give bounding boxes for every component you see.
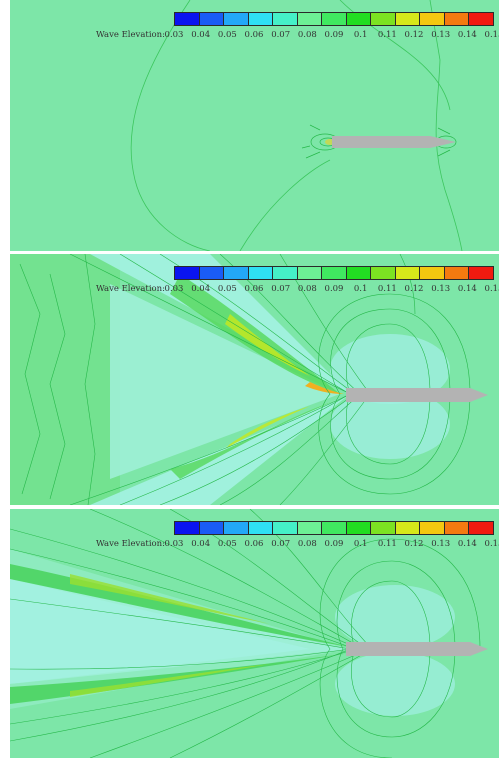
colorbar-swatch (224, 13, 249, 25)
colorbar-ticks: 0.03 0.04 0.05 0.06 0.07 0.08 0.09 0.1 0.11 0.12 0… (164, 539, 499, 551)
colorbar-swatch (273, 267, 298, 279)
colorbar-swatch (224, 267, 249, 279)
colorbar-tick-label: 0.04 (191, 30, 211, 40)
colorbar-tick-label: 0.07 (271, 30, 291, 40)
ship-hull (346, 642, 488, 656)
colorbar-swatch (224, 522, 249, 534)
contour-plot-3 (10, 509, 499, 758)
colorbar-tick-label: 0.09 (324, 30, 344, 40)
colorbar-swatch (322, 13, 347, 25)
colorbar-tick-label: 0.04 (191, 284, 211, 294)
colorbar-tick-label: 0.08 (297, 539, 317, 549)
colorbar-swatch (444, 13, 470, 25)
colorbar-swatch (395, 267, 421, 279)
colorbar-swatch (322, 522, 347, 534)
colorbar-tick-label: 0.15 (484, 30, 499, 40)
colorbar-swatch (371, 522, 396, 534)
colorbar-swatch (346, 522, 372, 534)
colorbar-tick-label: 0.1 (353, 30, 368, 40)
colorbar-swatch (297, 267, 323, 279)
contour-plot-1 (10, 0, 499, 251)
colorbar-tick-label: 0.1 (353, 284, 368, 294)
colorbar (174, 521, 494, 535)
colorbar-tick-label: 0.12 (404, 30, 424, 40)
colorbar-tick-label: 0.07 (271, 539, 291, 549)
colorbar-ticks: 0.03 0.04 0.05 0.06 0.07 0.08 0.09 0.1 0.11 0.12 0… (164, 30, 499, 42)
colorbar-swatch (273, 13, 298, 25)
colorbar-swatch (322, 267, 347, 279)
ship-hull (346, 388, 488, 402)
legend-title: Wave Elevation: (96, 284, 166, 294)
colorbar-swatch (395, 522, 421, 534)
colorbar-tick-label: 0.06 (244, 30, 264, 40)
colorbar-tick-label: 0.13 (431, 30, 451, 40)
colorbar-tick-label: 0.13 (431, 284, 451, 294)
colorbar-swatch (371, 267, 396, 279)
colorbar (174, 12, 494, 26)
colorbar-swatch (444, 522, 470, 534)
colorbar-swatch (175, 522, 200, 534)
colorbar-swatch (395, 13, 421, 25)
colorbar-tick-label: 0.12 (404, 539, 424, 549)
colorbar (174, 266, 494, 280)
colorbar-swatch (346, 13, 372, 25)
colorbar-swatch (346, 267, 372, 279)
colorbar-legend-2: Wave Elevation: 0.03 0.04 0.05 0.06 0.07 0.08… (10, 264, 499, 296)
colorbar-tick-label: 0.06 (244, 539, 264, 549)
colorbar-swatch (297, 13, 323, 25)
colorbar-swatch (175, 267, 200, 279)
colorbar-swatch (248, 522, 274, 534)
legend-title: Wave Elevation: (96, 539, 166, 549)
contour-panel-2: Wave Elevation: 0.03 0.04 0.05 0.06 0.07 0.08… (10, 254, 499, 505)
colorbar-tick-label: 0.15 (484, 539, 499, 549)
colorbar-swatch (371, 13, 396, 25)
colorbar-tick-label: 0.11 (377, 30, 397, 40)
colorbar-tick-label: 0.08 (297, 284, 317, 294)
colorbar-tick-label: 0.15 (484, 284, 499, 294)
colorbar-swatch (444, 267, 470, 279)
colorbar-tick-label: 0.12 (404, 284, 424, 294)
colorbar-tick-label: 0.06 (244, 284, 264, 294)
colorbar-tick-label: 0.11 (377, 539, 397, 549)
colorbar-tick-label: 0.13 (431, 539, 451, 549)
colorbar-swatch (248, 13, 274, 25)
colorbar-tick-label: 0.05 (217, 284, 237, 294)
colorbar-swatch (420, 13, 445, 25)
colorbar-tick-label: 0.11 (377, 284, 397, 294)
colorbar-tick-label: 0.09 (324, 284, 344, 294)
colorbar-legend-1: Wave Elevation: 0.03 0.04 0.05 0.06 0.07 0.08… (10, 10, 499, 42)
colorbar-swatch (199, 13, 225, 25)
colorbar-swatch (273, 522, 298, 534)
contour-panel-1: Wave Elevation: 0.03 0.04 0.05 0.06 0.07 0.08… (10, 0, 499, 251)
colorbar-tick-label: 0.03 (164, 284, 184, 294)
colorbar-swatch (175, 13, 200, 25)
colorbar-tick-label: 0.04 (191, 539, 211, 549)
colorbar-swatch (297, 522, 323, 534)
contour-panel-3: Wave Elevation: 0.03 0.04 0.05 0.06 0.07 0.08… (10, 509, 499, 758)
colorbar-swatch (248, 267, 274, 279)
colorbar-swatch (469, 267, 493, 279)
colorbar-tick-label: 0.14 (457, 539, 477, 549)
colorbar-swatch (469, 13, 493, 25)
colorbar-tick-label: 0.09 (324, 539, 344, 549)
colorbar-legend-3: Wave Elevation: 0.03 0.04 0.05 0.06 0.07 0.08… (10, 519, 499, 551)
colorbar-tick-label: 0.07 (271, 284, 291, 294)
colorbar-tick-label: 0.03 (164, 30, 184, 40)
colorbar-tick-label: 0.14 (457, 30, 477, 40)
colorbar-tick-label: 0.1 (353, 539, 368, 549)
colorbar-swatch (469, 522, 493, 534)
colorbar-tick-label: 0.03 (164, 539, 184, 549)
colorbar-ticks: 0.03 0.04 0.05 0.06 0.07 0.08 0.09 0.1 0.11 0.12 0… (164, 284, 499, 296)
colorbar-tick-label: 0.14 (457, 284, 477, 294)
colorbar-swatch (199, 267, 225, 279)
colorbar-swatch (199, 522, 225, 534)
contour-plot-2 (10, 254, 499, 505)
colorbar-tick-label: 0.05 (217, 539, 237, 549)
colorbar-swatch (420, 522, 445, 534)
colorbar-tick-label: 0.05 (217, 30, 237, 40)
colorbar-swatch (420, 267, 445, 279)
ship-hull (332, 136, 456, 148)
colorbar-tick-label: 0.08 (297, 30, 317, 40)
legend-title: Wave Elevation: (96, 30, 166, 40)
